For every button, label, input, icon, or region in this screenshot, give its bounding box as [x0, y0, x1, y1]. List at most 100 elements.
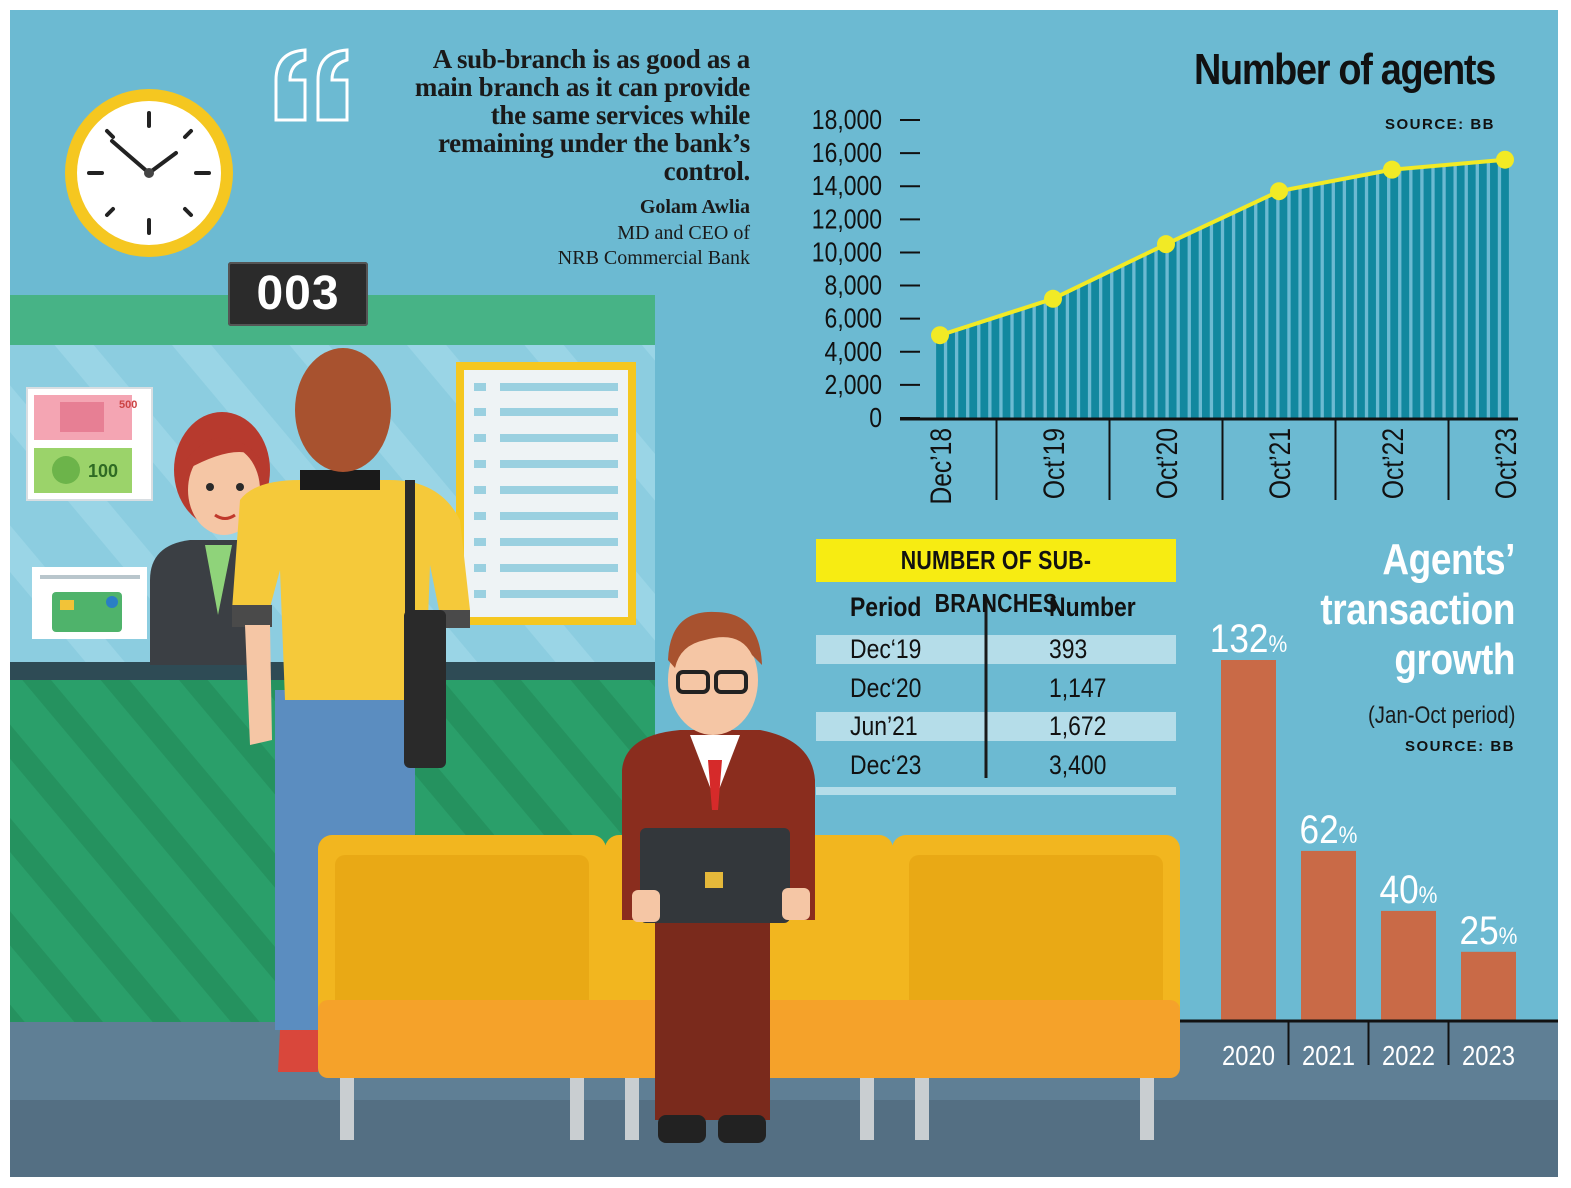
agents-data-point	[1270, 182, 1288, 201]
growth-title-line: growth	[1394, 635, 1515, 684]
area-bar	[1157, 246, 1166, 418]
quote-author-role: MD and CEO of	[617, 222, 750, 244]
area-bar	[1301, 186, 1310, 418]
y-tick-label: 0	[869, 403, 882, 434]
area-bar	[1346, 177, 1354, 418]
table-row: Dec‘19 393	[816, 635, 1176, 664]
area-bar	[1069, 289, 1077, 418]
area-bar	[1190, 230, 1199, 418]
quote-author-bank: NRB Commercial Bank	[557, 247, 750, 269]
y-tick-label: 12,000	[812, 204, 882, 235]
area-bar	[1334, 179, 1343, 418]
area-bar	[1002, 313, 1011, 418]
area-bar	[991, 317, 1000, 418]
growth-value-label: 132%	[1210, 616, 1287, 661]
growth-chart-subtitle: (Jan-Oct period)	[1250, 702, 1515, 730]
y-tick-label: 10,000	[812, 237, 882, 268]
growth-subtitle-text: (Jan-Oct period)	[1367, 702, 1515, 729]
sub-branches-table-title: NUMBER OF SUB-BRANCHES	[816, 539, 1176, 618]
y-tick-label: 16,000	[812, 138, 882, 169]
clock-icon	[65, 89, 233, 257]
growth-title-line: Agents’	[1382, 535, 1515, 584]
table-row: Dec‘23 3,400	[816, 751, 1176, 780]
y-tick-label: 6,000	[825, 304, 882, 335]
growth-category-label: 2022	[1382, 1039, 1435, 1071]
agents-data-point	[1044, 289, 1062, 308]
growth-value-label: 40%	[1380, 867, 1438, 912]
area-bar	[1146, 251, 1155, 418]
growth-bar	[1381, 910, 1436, 1020]
area-bar	[1323, 181, 1332, 418]
table-header-number: Number	[1049, 592, 1136, 622]
area-bar	[1013, 310, 1022, 418]
area-bar	[1046, 299, 1055, 418]
agents-area-chart: 18,00016,00014,00012,00010,0008,0006,000…	[812, 105, 1523, 505]
area-bar	[1024, 306, 1033, 418]
area-bar	[1080, 283, 1088, 418]
table-cell-number: 1,672	[1049, 711, 1107, 741]
banknotes-icon: 500 100	[26, 387, 153, 501]
table-cell-period: Dec‘23	[850, 750, 922, 780]
table-cell-period: Jun’21	[850, 711, 918, 741]
quote-line: remaining under the bank’s	[437, 128, 750, 158]
table-cell-period: Dec‘19	[850, 634, 922, 664]
quote-line: A sub-branch is as good as a	[432, 44, 751, 74]
seated-man	[622, 611, 815, 1143]
area-bar	[1213, 220, 1221, 418]
growth-value-label: 62%	[1300, 807, 1358, 852]
growth-bar	[1461, 951, 1516, 1020]
notice-board-icon	[456, 362, 636, 625]
area-bar	[1102, 273, 1111, 418]
growth-chart-source: SOURCE: BB	[1404, 738, 1515, 755]
table-cell-number: 1,147	[1049, 673, 1107, 703]
area-bar	[1368, 173, 1376, 418]
area-bar	[1423, 166, 1432, 418]
area-bar	[936, 335, 944, 418]
x-tick-label: Oct’20	[1150, 428, 1184, 499]
area-bar	[1057, 294, 1066, 418]
area-bar	[1124, 262, 1133, 418]
agents-data-point	[931, 326, 949, 345]
x-tick-label: Oct’19	[1037, 428, 1071, 499]
growth-bar-chart: 132% 2020 62% 2021 40% 2022 25% 2023	[1180, 616, 1558, 1071]
agents-data-point	[1383, 160, 1401, 179]
table-cell-number: 393	[1049, 634, 1088, 664]
area-bar	[1434, 165, 1443, 418]
area-bar	[1257, 199, 1266, 418]
area-bar	[1312, 184, 1321, 418]
table-row-bg-1	[816, 635, 1176, 664]
quote-line: control.	[663, 156, 751, 186]
area-bar	[980, 320, 989, 418]
x-tick-label: Oct’21	[1263, 428, 1297, 499]
table-row-bg-3	[816, 712, 1176, 741]
area-bar	[1379, 171, 1388, 418]
area-bar	[1091, 278, 1099, 418]
growth-category-label: 2020	[1222, 1039, 1275, 1071]
growth-bar	[1221, 660, 1276, 1020]
growth-title-line: transaction	[1320, 585, 1515, 634]
area-bar	[1467, 162, 1476, 418]
table-cell-number: 3,400	[1049, 750, 1107, 780]
agents-data-point	[1496, 150, 1514, 169]
sub-branches-title-text: NUMBER OF SUB-BRANCHES	[900, 545, 1092, 618]
growth-category-label: 2021	[1302, 1039, 1355, 1071]
growth-category-label: 2023	[1462, 1039, 1515, 1071]
growth-bar	[1301, 850, 1356, 1020]
quote-author: Golam Awlia	[639, 196, 750, 218]
svg-text:500: 500	[119, 399, 137, 411]
agents-chart-source: SOURCE: BB	[1384, 116, 1495, 133]
area-bar	[1168, 241, 1177, 418]
area-bar	[958, 328, 967, 418]
x-tick-label: Oct’23	[1489, 428, 1523, 499]
agents-data-point	[1157, 235, 1175, 254]
agents-line	[939, 157, 1506, 338]
area-bar	[1202, 225, 1210, 418]
area-bar	[1412, 167, 1421, 418]
quote: A sub-branch is as good as a main branch…	[355, 45, 750, 185]
area-bar	[1224, 215, 1232, 418]
area-bar	[1135, 257, 1144, 418]
area-bar	[1246, 204, 1255, 418]
area-bar	[1268, 194, 1277, 418]
agents-chart-title: Number of agents	[1193, 45, 1496, 94]
